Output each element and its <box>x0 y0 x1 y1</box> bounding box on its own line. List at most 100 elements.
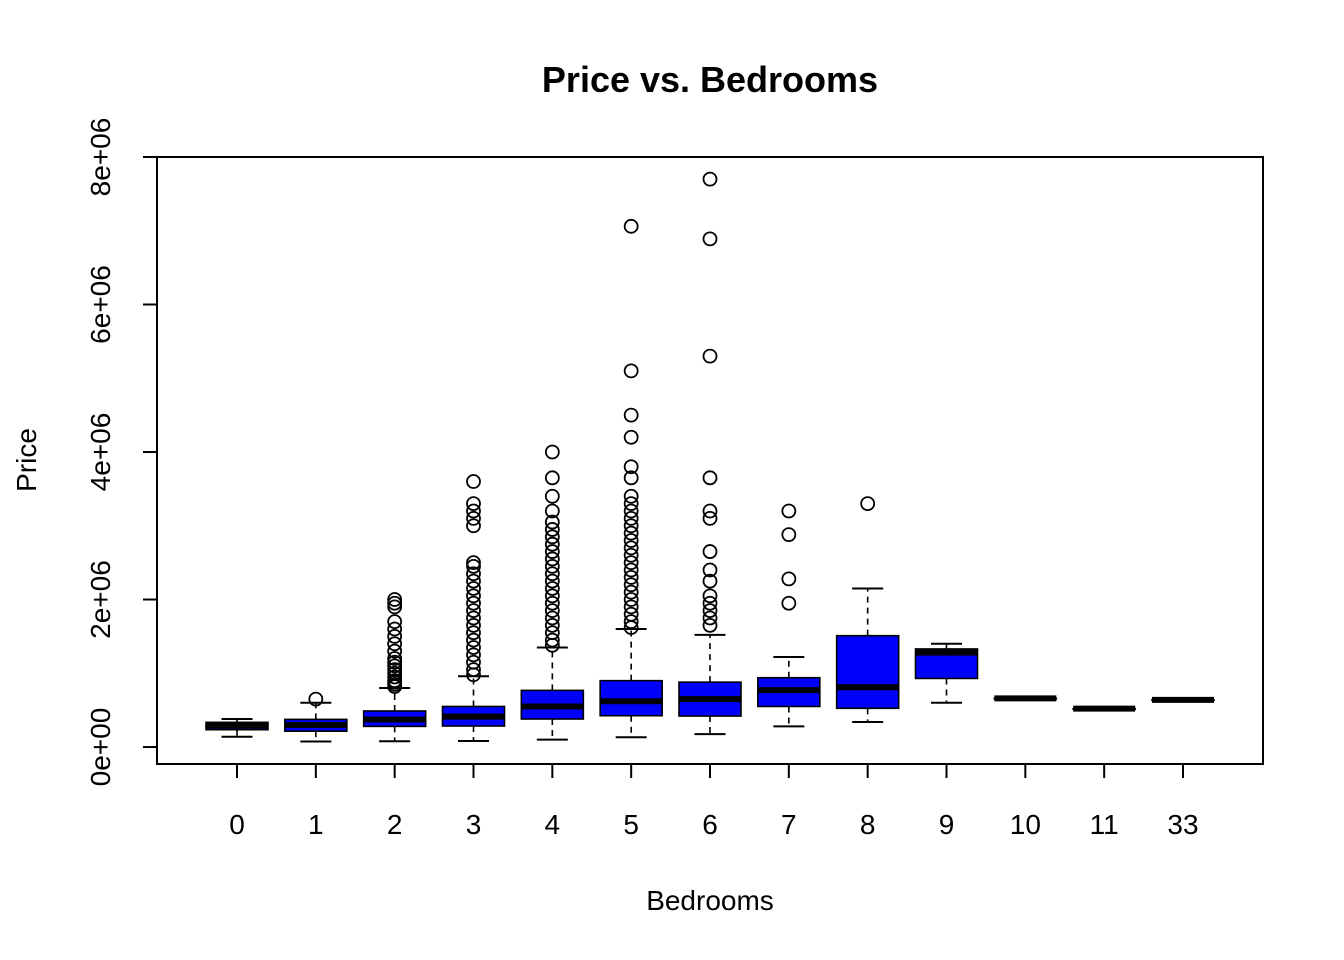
outlier-point <box>466 654 481 670</box>
outlier-point <box>466 510 481 526</box>
outlier-point <box>623 518 639 534</box>
x-axis: 0 1 2 3 4 5 6 7 8 9 10 11 33 <box>229 763 1199 840</box>
outlier-point <box>781 527 797 543</box>
outlier-point <box>387 643 403 659</box>
outlier-point <box>544 514 560 530</box>
outlier-point <box>623 577 639 593</box>
outlier-point <box>544 488 560 504</box>
outlier-point <box>623 218 639 234</box>
outlier-point <box>702 588 718 604</box>
x-tick-label: 9 <box>939 809 955 840</box>
outlier-point <box>466 610 481 626</box>
outlier-point <box>466 603 481 618</box>
outlier-point <box>623 459 639 475</box>
outlier-point <box>702 610 718 626</box>
outlier-point <box>387 654 403 670</box>
outlier-point <box>623 592 639 607</box>
x-tick-label: 11 <box>1090 809 1119 840</box>
y-tick-label: 2e+06 <box>85 560 116 639</box>
outlier-point <box>623 614 639 630</box>
outlier-point <box>544 632 560 648</box>
outlier-point <box>544 610 560 626</box>
outlier-point <box>623 584 639 600</box>
outlier-point <box>623 363 639 379</box>
outlier-point <box>387 662 403 677</box>
outlier-point <box>466 566 481 582</box>
x-tick-label: 2 <box>387 809 403 840</box>
outlier-point <box>466 632 481 648</box>
outlier-point <box>544 573 560 589</box>
box-7 <box>757 503 821 728</box>
outlier-point <box>623 562 639 578</box>
outlier-point <box>623 606 639 622</box>
outlier-point <box>387 658 403 674</box>
outlier-point <box>544 522 560 537</box>
outlier-point <box>466 503 481 519</box>
outlier-point <box>544 617 560 633</box>
outlier-point <box>466 581 481 596</box>
x-axis-label: Bedrooms <box>646 885 774 916</box>
outlier-point <box>702 231 718 247</box>
outlier-point <box>387 665 403 681</box>
box-iqr <box>835 634 900 710</box>
box-3 <box>441 474 506 742</box>
outlier-point <box>544 470 560 486</box>
outlier-point <box>623 525 639 541</box>
outlier-point <box>623 533 639 548</box>
outlier-point <box>466 640 481 655</box>
outlier-point <box>623 470 639 486</box>
x-tick-label: 4 <box>545 809 561 840</box>
outlier-point <box>387 669 403 685</box>
outlier-point <box>466 662 481 677</box>
outlier-point <box>702 544 718 559</box>
x-tick-label: 0 <box>229 809 245 840</box>
outlier-point <box>623 510 639 526</box>
x-tick-label: 7 <box>781 809 797 840</box>
outlier-point <box>466 625 481 641</box>
outlier-point <box>623 496 639 512</box>
outlier-point <box>623 570 639 585</box>
outlier-point <box>466 573 481 589</box>
x-tick-label: 6 <box>702 809 718 840</box>
outlier-point <box>781 503 797 519</box>
outlier-point <box>623 540 639 556</box>
outlier-point <box>544 544 560 559</box>
y-tick-label: 6e+06 <box>85 265 116 344</box>
outlier-point <box>387 599 403 615</box>
outlier-point <box>544 566 560 582</box>
chart-title: Price vs. Bedrooms <box>542 59 878 100</box>
x-tick-label: 33 <box>1167 809 1198 840</box>
outlier-point <box>466 558 481 574</box>
outlier-point <box>623 407 639 423</box>
outlier-point <box>702 603 718 618</box>
outlier-point <box>623 555 639 571</box>
outlier-point <box>702 470 718 486</box>
outlier-point <box>623 429 639 445</box>
outlier-point <box>387 592 403 607</box>
outlier-point <box>544 581 560 596</box>
outlier-point <box>387 595 403 611</box>
outlier-point <box>781 595 797 611</box>
outlier-point <box>544 595 560 611</box>
outlier-point <box>544 603 560 618</box>
outlier-point <box>466 555 481 571</box>
x-tick-label: 1 <box>308 809 324 840</box>
outlier-point <box>387 636 403 652</box>
outlier-point <box>702 595 718 611</box>
box-5 <box>599 218 663 739</box>
box-10 <box>993 695 1058 702</box>
outlier-point <box>544 625 560 641</box>
x-tick-label: 10 <box>1010 809 1041 840</box>
outlier-point <box>466 474 481 489</box>
outlier-point <box>702 503 718 519</box>
box-6 <box>678 171 742 736</box>
outlier-point <box>387 651 403 666</box>
x-tick-label: 5 <box>623 809 639 840</box>
box-33 <box>1151 696 1215 703</box>
box-8 <box>835 496 900 723</box>
outlier-point <box>544 444 560 460</box>
box-0 <box>205 718 269 738</box>
outlier-point <box>466 595 481 611</box>
y-tick-label: 8e+06 <box>85 118 116 197</box>
